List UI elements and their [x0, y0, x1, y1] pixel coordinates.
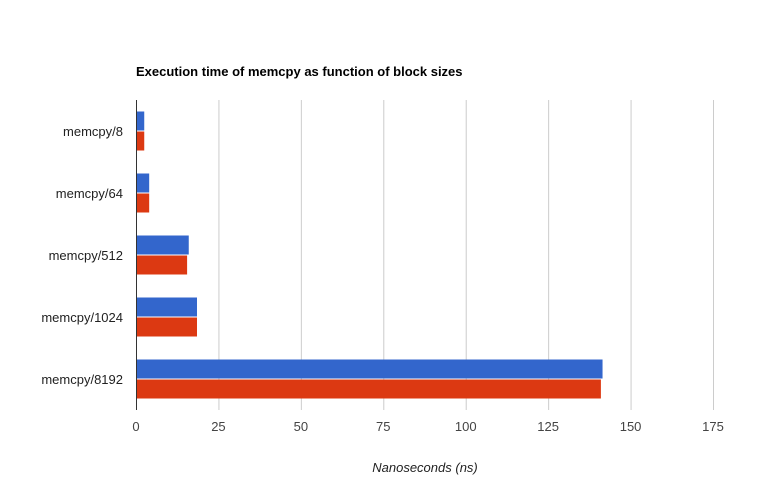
bar-series-1	[137, 297, 197, 317]
bar-series-1	[137, 111, 145, 131]
x-tick-label: 0	[132, 419, 139, 434]
bar-series-1	[137, 173, 150, 193]
bars	[137, 111, 603, 399]
category-label: memcpy/512	[49, 248, 123, 263]
x-tick-label: 125	[537, 419, 559, 434]
bar-series-2	[137, 317, 197, 337]
bar-series-2	[137, 255, 188, 275]
category-labels: memcpy/8 memcpy/64 memcpy/512 memcpy/1024 me…	[41, 124, 123, 387]
bar-series-2	[137, 193, 150, 213]
category-label: memcpy/1024	[41, 310, 123, 325]
category-label: memcpy/8192	[41, 372, 123, 387]
x-tick-label: 150	[620, 419, 642, 434]
x-tick-label: 75	[376, 419, 390, 434]
bar-series-2	[137, 379, 601, 399]
gridlines	[218, 100, 714, 410]
x-tick-label: 25	[211, 419, 225, 434]
x-tick-labels: 0 25 50 75 100 125 150 175	[132, 419, 723, 434]
x-tick-label: 175	[702, 419, 724, 434]
bar-series-1	[137, 235, 189, 255]
category-label: memcpy/64	[56, 186, 123, 201]
bar-series-1	[137, 359, 603, 379]
x-axis-title: Nanoseconds (ns)	[372, 460, 478, 475]
x-tick-label: 100	[455, 419, 477, 434]
category-label: memcpy/8	[63, 124, 123, 139]
chart-title: Execution time of memcpy as function of …	[136, 64, 463, 79]
bar-series-2	[137, 131, 145, 151]
x-tick-label: 50	[294, 419, 308, 434]
